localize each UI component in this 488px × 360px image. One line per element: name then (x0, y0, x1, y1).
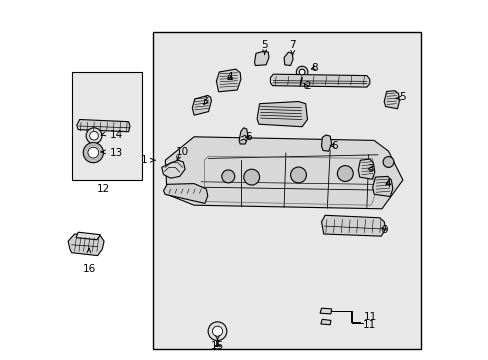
Circle shape (86, 128, 102, 144)
Circle shape (208, 322, 226, 341)
Polygon shape (321, 135, 331, 151)
Text: 4: 4 (384, 179, 391, 189)
Polygon shape (257, 102, 307, 127)
Polygon shape (254, 51, 268, 66)
Text: 7: 7 (289, 40, 295, 50)
Text: 13: 13 (109, 148, 122, 158)
Polygon shape (384, 91, 399, 109)
Text: 1: 1 (141, 155, 147, 165)
Circle shape (89, 131, 98, 140)
Polygon shape (216, 69, 241, 92)
Text: 4: 4 (226, 72, 233, 82)
Text: 14: 14 (109, 130, 122, 140)
Polygon shape (162, 160, 185, 178)
Bar (152, 32, 420, 349)
Text: 8: 8 (310, 63, 317, 73)
Text: 6: 6 (330, 141, 337, 151)
Circle shape (83, 143, 103, 163)
Polygon shape (68, 234, 104, 256)
Polygon shape (192, 95, 211, 115)
Circle shape (212, 326, 222, 336)
Polygon shape (284, 52, 292, 66)
Text: 12: 12 (97, 184, 110, 194)
Text: 2: 2 (303, 81, 310, 91)
Polygon shape (77, 120, 130, 132)
Text: 16: 16 (82, 264, 96, 274)
Text: 5: 5 (399, 92, 405, 102)
Text: 15: 15 (210, 341, 224, 351)
Polygon shape (358, 159, 374, 179)
Circle shape (337, 166, 352, 181)
Text: 9: 9 (381, 225, 387, 235)
Circle shape (290, 167, 306, 183)
Circle shape (222, 170, 234, 183)
Text: 3: 3 (366, 164, 373, 174)
Circle shape (296, 66, 307, 78)
Polygon shape (320, 308, 331, 314)
Text: 10: 10 (176, 147, 189, 157)
Polygon shape (76, 232, 101, 240)
Polygon shape (239, 128, 247, 144)
Text: 6: 6 (244, 132, 251, 142)
Text: 3: 3 (201, 96, 207, 106)
Circle shape (244, 169, 259, 185)
Polygon shape (165, 137, 402, 209)
Polygon shape (163, 184, 207, 203)
Polygon shape (372, 176, 392, 197)
Polygon shape (270, 74, 369, 87)
Circle shape (88, 147, 99, 158)
Circle shape (382, 157, 393, 167)
Text: 11: 11 (363, 320, 376, 330)
Polygon shape (321, 215, 385, 236)
Bar (72, 72, 142, 180)
Text: 11: 11 (363, 312, 377, 322)
Polygon shape (320, 319, 330, 325)
Text: 5: 5 (261, 40, 267, 50)
Circle shape (299, 69, 305, 75)
